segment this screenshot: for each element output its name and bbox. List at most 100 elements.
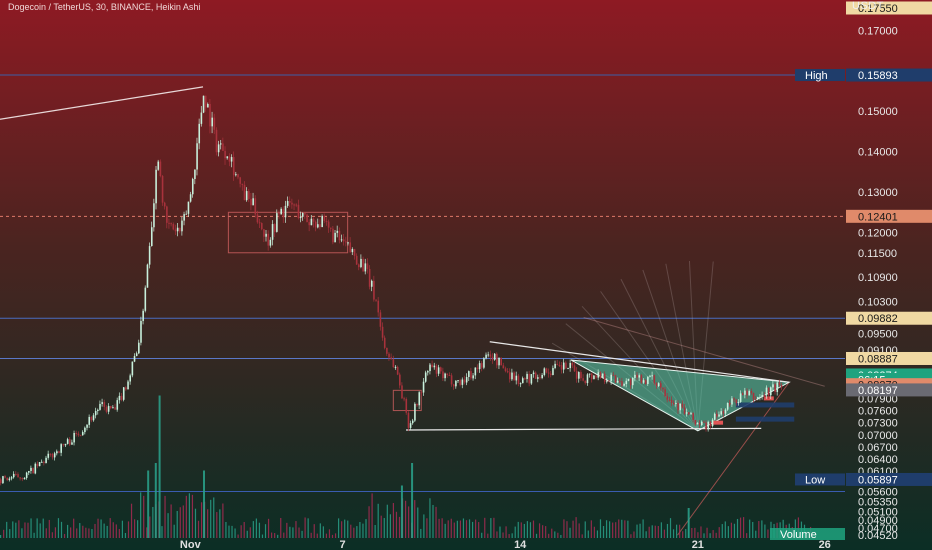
- candle[interactable]: [530, 374, 533, 384]
- candle[interactable]: [170, 223, 172, 225]
- candle[interactable]: [23, 477, 26, 480]
- candle[interactable]: [619, 380, 621, 382]
- candle[interactable]: [291, 202, 293, 205]
- candle[interactable]: [685, 412, 688, 414]
- candle[interactable]: [409, 423, 412, 428]
- candle[interactable]: [237, 174, 239, 178]
- candle[interactable]: [705, 422, 707, 430]
- candle[interactable]: [256, 214, 259, 223]
- candle[interactable]: [47, 453, 50, 458]
- candle[interactable]: [422, 381, 425, 393]
- candle[interactable]: [58, 451, 60, 453]
- candle[interactable]: [427, 371, 429, 373]
- candle[interactable]: [521, 378, 524, 384]
- candle[interactable]: [731, 398, 733, 405]
- candle[interactable]: [590, 373, 593, 380]
- candle[interactable]: [271, 224, 274, 240]
- candle[interactable]: [379, 312, 382, 327]
- candle[interactable]: [144, 287, 147, 311]
- candle[interactable]: [414, 403, 416, 421]
- candle[interactable]: [550, 373, 552, 375]
- candle[interactable]: [444, 373, 446, 379]
- candle[interactable]: [763, 394, 766, 396]
- candle[interactable]: [228, 156, 231, 162]
- candle[interactable]: [750, 391, 753, 394]
- candle[interactable]: [129, 375, 132, 382]
- candle[interactable]: [653, 375, 656, 384]
- candle[interactable]: [196, 143, 198, 170]
- candle[interactable]: [744, 390, 746, 395]
- candle[interactable]: [688, 412, 690, 415]
- candle[interactable]: [767, 387, 770, 396]
- candle[interactable]: [558, 364, 561, 366]
- candle[interactable]: [584, 380, 587, 384]
- candle[interactable]: [394, 366, 397, 368]
- candle[interactable]: [599, 372, 602, 378]
- candle[interactable]: [435, 365, 438, 374]
- candle[interactable]: [390, 357, 393, 360]
- candle[interactable]: [537, 377, 539, 379]
- candle[interactable]: [280, 208, 282, 215]
- candle[interactable]: [245, 191, 248, 201]
- candle[interactable]: [38, 461, 41, 467]
- candle[interactable]: [485, 354, 487, 359]
- candle[interactable]: [4, 476, 6, 478]
- candle[interactable]: [463, 379, 466, 383]
- candle[interactable]: [75, 432, 78, 434]
- candle[interactable]: [243, 184, 246, 201]
- candle[interactable]: [498, 357, 500, 366]
- candle[interactable]: [125, 387, 127, 390]
- candle[interactable]: [107, 405, 110, 412]
- candle[interactable]: [401, 385, 403, 399]
- candle[interactable]: [127, 381, 129, 390]
- candle[interactable]: [694, 419, 697, 425]
- candle[interactable]: [155, 169, 157, 204]
- candle[interactable]: [276, 213, 278, 232]
- candle[interactable]: [122, 387, 125, 400]
- candle[interactable]: [399, 374, 401, 386]
- candle[interactable]: [53, 453, 56, 458]
- candle[interactable]: [254, 198, 257, 215]
- candle[interactable]: [71, 442, 73, 445]
- candle[interactable]: [314, 221, 317, 228]
- zone-box[interactable]: [735, 402, 795, 408]
- candle[interactable]: [43, 461, 45, 464]
- candle[interactable]: [306, 214, 308, 223]
- candle[interactable]: [88, 416, 91, 425]
- candle[interactable]: [649, 375, 651, 377]
- candle[interactable]: [407, 412, 410, 428]
- candle[interactable]: [200, 112, 203, 124]
- candle[interactable]: [631, 377, 634, 386]
- candle[interactable]: [668, 399, 671, 401]
- candle[interactable]: [528, 373, 531, 384]
- candle[interactable]: [273, 224, 276, 232]
- candle[interactable]: [66, 439, 69, 444]
- candle[interactable]: [293, 204, 295, 206]
- candle[interactable]: [260, 223, 263, 230]
- candle[interactable]: [761, 394, 763, 398]
- candle[interactable]: [321, 216, 323, 228]
- candle[interactable]: [301, 212, 304, 217]
- candle[interactable]: [556, 363, 559, 365]
- candle[interactable]: [28, 470, 30, 473]
- candle[interactable]: [765, 387, 768, 396]
- price-tag-box[interactable]: [846, 351, 932, 365]
- candle[interactable]: [629, 378, 632, 386]
- candle[interactable]: [504, 368, 507, 372]
- candle[interactable]: [73, 432, 75, 443]
- candle[interactable]: [265, 233, 267, 237]
- candle[interactable]: [317, 224, 319, 228]
- price-tag-box[interactable]: [846, 1, 932, 15]
- candle[interactable]: [780, 385, 783, 388]
- candle[interactable]: [759, 397, 761, 399]
- candle[interactable]: [239, 177, 242, 184]
- candle[interactable]: [608, 380, 610, 382]
- candle[interactable]: [319, 224, 321, 228]
- candle[interactable]: [722, 411, 725, 414]
- candle[interactable]: [442, 371, 444, 379]
- candle[interactable]: [491, 356, 494, 360]
- candle[interactable]: [168, 222, 170, 224]
- candle[interactable]: [588, 373, 591, 375]
- candle[interactable]: [370, 280, 373, 287]
- candle[interactable]: [461, 379, 464, 385]
